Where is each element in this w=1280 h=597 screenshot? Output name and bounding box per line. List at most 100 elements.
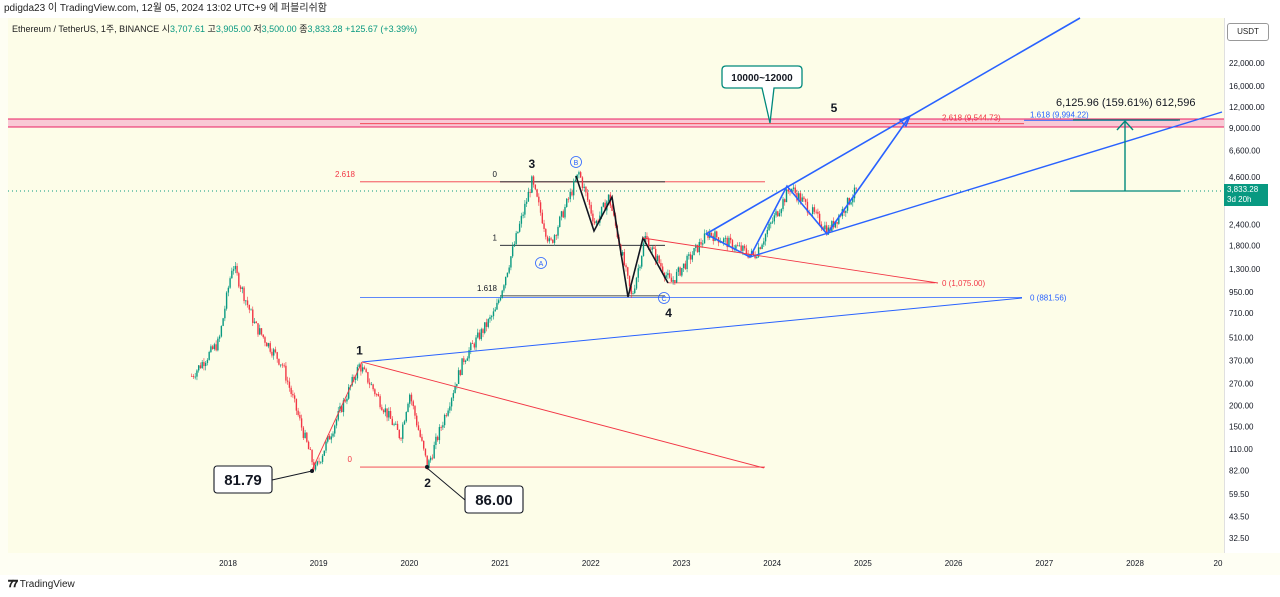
candle-body	[534, 184, 537, 190]
candle-body	[330, 436, 332, 440]
candle-body	[487, 319, 489, 327]
candle-body	[250, 309, 252, 311]
price-tick-label: 200.00	[1229, 402, 1254, 411]
candle-body	[327, 435, 329, 442]
candle-body	[314, 464, 317, 470]
candle-body	[245, 300, 247, 302]
candle-body	[429, 457, 432, 461]
chart-pane[interactable]	[8, 18, 1224, 553]
candle-body	[489, 317, 491, 320]
candle-body	[552, 239, 554, 243]
candle-body	[463, 358, 465, 362]
target-callout-box[interactable]	[721, 65, 803, 124]
candle-body	[473, 343, 475, 348]
tradingview-logo[interactable]: 𝟕𝟕 TradingView	[8, 579, 75, 590]
price-tick-label: 4,600.00	[1229, 173, 1261, 182]
price-tick-label: 22,000.00	[1229, 59, 1265, 68]
candle-body	[564, 206, 566, 218]
candle-body	[653, 247, 655, 249]
price-tick-label: 59.50	[1229, 490, 1250, 499]
time-axis-ticks: 2018 2019 2020 2021 2022 2023 2024 2025 2026 2027…	[219, 559, 1223, 568]
callout-8179-box[interactable]	[213, 465, 273, 494]
symbol-name: Ethereum / TetherUS, 1주, BINANCE	[12, 24, 160, 34]
time-tick-label: 20	[1214, 559, 1223, 568]
candle-body	[332, 433, 334, 437]
candle-body	[681, 267, 683, 276]
candle-body	[370, 384, 373, 386]
candle-body	[679, 267, 681, 276]
candle-body	[803, 197, 805, 200]
wave-label-5: 5	[831, 101, 838, 115]
price-tick-label: 150.00	[1229, 422, 1254, 431]
candle-body	[820, 224, 823, 228]
candle-body	[641, 255, 643, 267]
candle-body	[588, 200, 591, 205]
candle-body	[689, 254, 692, 260]
red-trend-upper	[361, 361, 765, 469]
candle-body	[346, 398, 348, 402]
callout-8600-box[interactable]	[464, 485, 524, 514]
candle-body	[318, 461, 320, 463]
candle-body	[579, 172, 582, 178]
candle-body	[321, 455, 324, 462]
candle-body	[834, 222, 837, 228]
candle-body	[550, 238, 552, 240]
callout-8179-pointer	[271, 470, 313, 481]
price-tick-label: 510.00	[1229, 333, 1254, 342]
tradingview-logo-icon: 𝟕𝟕	[8, 579, 18, 590]
time-tick-label: 2028	[1126, 559, 1144, 568]
candle-body	[562, 211, 564, 218]
candle-body	[525, 201, 528, 204]
candle-body	[491, 316, 493, 318]
candle-body	[426, 455, 428, 469]
callout-8179-text: 81.79	[224, 472, 262, 489]
time-tick-label: 2022	[582, 559, 600, 568]
candle-body	[374, 389, 376, 395]
candle-body	[306, 432, 308, 442]
candle-body	[300, 418, 303, 428]
candle-body	[770, 222, 772, 224]
candle-body	[503, 285, 505, 291]
fib-level-label: 2.618	[335, 170, 356, 179]
wave-label-1: 1	[356, 344, 363, 358]
subwave-label-C: C	[661, 296, 666, 303]
price-axis[interactable]	[1224, 18, 1280, 553]
open-value: 3,707.61	[169, 24, 206, 34]
candle-body	[677, 267, 680, 272]
candle-body	[255, 321, 257, 324]
candle-body	[365, 369, 367, 373]
candle-body	[794, 187, 796, 193]
time-tick-label: 2023	[673, 559, 691, 568]
low-value: 3,500.00	[261, 24, 297, 34]
low-label: 저	[253, 24, 262, 34]
candle-body	[412, 401, 414, 407]
candle-body	[421, 436, 423, 441]
long-trendline	[361, 297, 1023, 363]
candle-body	[388, 411, 390, 418]
tradingview-brand: TradingView	[19, 579, 75, 590]
candle-body	[482, 329, 484, 333]
currency-button[interactable]: USDT	[1227, 23, 1269, 41]
candle-body	[213, 344, 216, 350]
candle-body	[269, 343, 271, 352]
candle-body	[504, 276, 507, 286]
wave-layer: 1 2 3 4 5 A B C	[356, 101, 837, 490]
candle-body	[545, 228, 547, 237]
candle-body	[651, 247, 653, 250]
candle-body	[684, 263, 687, 269]
candle-body	[257, 323, 259, 335]
candle-body	[743, 245, 746, 249]
candle-body	[492, 311, 495, 317]
candle-body	[217, 338, 219, 351]
candle-body	[354, 378, 357, 380]
candle-body	[806, 201, 809, 213]
candle-body	[368, 382, 371, 385]
candle-body	[279, 364, 282, 366]
candle-body	[771, 221, 774, 223]
candle-body	[742, 245, 744, 251]
candle-body	[358, 364, 360, 367]
candle-body	[824, 225, 826, 230]
candle-body	[639, 266, 641, 269]
candle-body	[693, 248, 695, 256]
candle-body	[253, 321, 256, 323]
